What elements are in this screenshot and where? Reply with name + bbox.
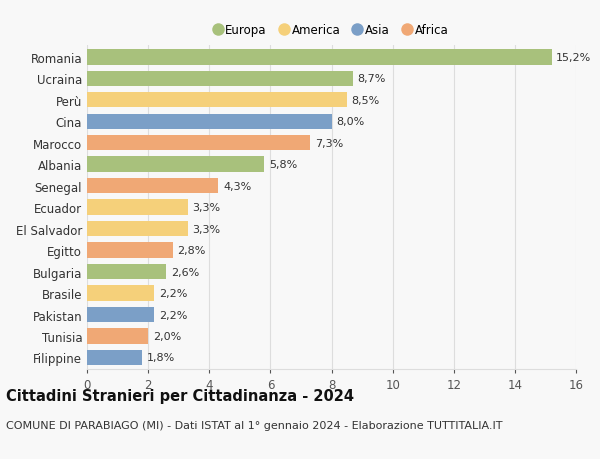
Legend: Europa, America, Asia, Africa: Europa, America, Asia, Africa — [210, 19, 453, 42]
Bar — [87, 200, 188, 215]
Text: 3,3%: 3,3% — [193, 203, 221, 213]
Text: 2,0%: 2,0% — [153, 331, 181, 341]
Text: 2,2%: 2,2% — [159, 288, 187, 298]
Text: 8,5%: 8,5% — [352, 95, 380, 106]
Text: Cittadini Stranieri per Cittadinanza - 2024: Cittadini Stranieri per Cittadinanza - 2… — [6, 388, 354, 403]
Bar — [87, 221, 188, 237]
Bar — [87, 285, 154, 301]
Bar — [87, 93, 347, 108]
Text: 2,8%: 2,8% — [177, 246, 206, 256]
Text: 8,7%: 8,7% — [358, 74, 386, 84]
Bar — [87, 307, 154, 323]
Bar — [87, 179, 218, 194]
Bar — [87, 157, 264, 173]
Text: 8,0%: 8,0% — [336, 117, 364, 127]
Bar — [87, 264, 166, 280]
Text: 4,3%: 4,3% — [223, 181, 251, 191]
Bar — [87, 72, 353, 87]
Text: 2,6%: 2,6% — [171, 267, 199, 277]
Bar — [87, 243, 173, 258]
Text: 1,8%: 1,8% — [146, 353, 175, 363]
Bar — [87, 114, 331, 130]
Bar — [87, 50, 551, 65]
Text: 15,2%: 15,2% — [556, 53, 592, 63]
Text: 3,3%: 3,3% — [193, 224, 221, 234]
Text: 7,3%: 7,3% — [314, 139, 343, 148]
Bar — [87, 136, 310, 151]
Text: 2,2%: 2,2% — [159, 310, 187, 320]
Text: 5,8%: 5,8% — [269, 160, 297, 170]
Text: COMUNE DI PARABIAGO (MI) - Dati ISTAT al 1° gennaio 2024 - Elaborazione TUTTITAL: COMUNE DI PARABIAGO (MI) - Dati ISTAT al… — [6, 420, 503, 430]
Bar — [87, 329, 148, 344]
Bar — [87, 350, 142, 365]
